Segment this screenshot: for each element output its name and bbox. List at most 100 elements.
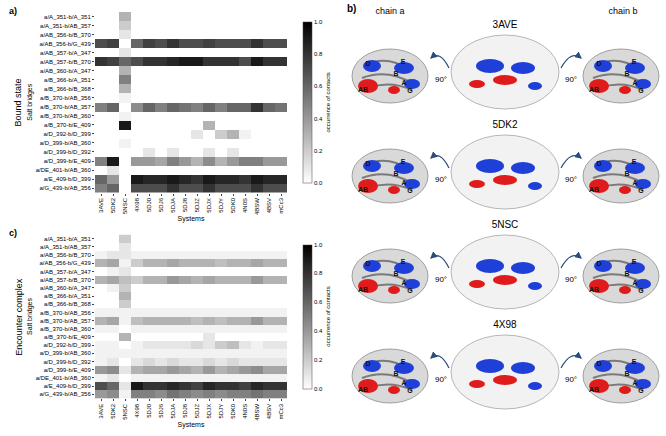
svg-text:0.2: 0.2 xyxy=(314,148,323,154)
svg-text:G: G xyxy=(407,387,413,394)
svg-text:5DJX: 5DJX xyxy=(206,404,212,419)
svg-text:E: E xyxy=(632,158,637,165)
svg-text:a/AB_357-b/A_347: a/AB_357-b/A_347 xyxy=(40,269,91,275)
svg-text:1.0: 1.0 xyxy=(314,242,323,248)
svg-text:0.4: 0.4 xyxy=(314,116,323,122)
svg-text:5DJ8: 5DJ8 xyxy=(182,197,188,212)
svg-text:B: B xyxy=(624,370,629,377)
svg-text:a/DE_401-b/AB_360: a/DE_401-b/AB_360 xyxy=(36,167,92,173)
svg-text:E: E xyxy=(632,358,637,365)
svg-text:5DJZ: 5DJZ xyxy=(194,403,200,418)
svg-text:A: A xyxy=(632,379,637,386)
svg-text:D: D xyxy=(365,260,370,267)
svg-text:5DJZ: 5DJZ xyxy=(194,198,200,213)
svg-text:0.0: 0.0 xyxy=(314,180,323,186)
svg-text:Salt bridges: Salt bridges xyxy=(26,298,34,335)
svg-text:5DJ6: 5DJ6 xyxy=(158,197,164,212)
svg-text:D: D xyxy=(365,160,370,167)
svg-text:a/AB_357-b/B_370: a/AB_357-b/B_370 xyxy=(40,277,91,283)
svg-text:a/B_370-b/AB_360: a/B_370-b/AB_360 xyxy=(40,113,91,119)
svg-text:AB: AB xyxy=(358,86,368,93)
svg-text:G: G xyxy=(407,187,413,194)
svg-text:a/E_409-b/D_399: a/E_409-b/D_399 xyxy=(44,383,92,389)
svg-text:5NSC: 5NSC xyxy=(122,403,128,420)
svg-text:mCc3: mCc3 xyxy=(278,197,284,213)
svg-text:A: A xyxy=(401,279,406,286)
svg-text:a/AB_357-b/A_347: a/AB_357-b/A_347 xyxy=(40,50,91,56)
svg-text:a/D_399-b/E_409: a/D_399-b/E_409 xyxy=(44,367,92,373)
svg-text:a/B_366-b/B_368: a/B_366-b/B_368 xyxy=(44,301,91,307)
svg-text:90°: 90° xyxy=(435,175,447,184)
svg-text:0.2: 0.2 xyxy=(314,357,323,363)
svg-text:5DJA: 5DJA xyxy=(170,404,176,419)
svg-text:5DJ0: 5DJ0 xyxy=(146,403,152,418)
svg-text:3AVE: 3AVE xyxy=(98,198,104,213)
svg-text:a/E_409-b/D_399: a/E_409-b/D_399 xyxy=(44,176,92,182)
svg-text:5DK0: 5DK0 xyxy=(230,403,236,419)
svg-text:A: A xyxy=(632,179,637,186)
svg-text:G: G xyxy=(638,387,644,394)
svg-text:E: E xyxy=(401,158,406,165)
svg-text:E: E xyxy=(401,58,406,65)
svg-text:D: D xyxy=(365,60,370,67)
svg-text:B: B xyxy=(393,370,398,377)
svg-text:chain a: chain a xyxy=(375,6,404,16)
svg-text:0.6: 0.6 xyxy=(314,83,323,89)
svg-text:4X98: 4X98 xyxy=(493,319,517,330)
svg-text:D: D xyxy=(596,260,601,267)
svg-text:5DJX: 5DJX xyxy=(206,198,212,213)
svg-text:90°: 90° xyxy=(435,375,447,384)
svg-text:chain b: chain b xyxy=(608,6,637,16)
svg-text:a/D_399-b/D_392: a/D_399-b/D_392 xyxy=(43,149,91,155)
svg-text:a/A_351-b/AB_357: a/A_351-b/AB_357 xyxy=(40,244,91,250)
svg-text:B: B xyxy=(393,270,398,277)
svg-text:a/A_351-b/A_351: a/A_351-b/A_351 xyxy=(44,236,91,242)
svg-text:a/A_351-b/AB_357: a/A_351-b/AB_357 xyxy=(40,23,91,29)
svg-text:a/D_399-b/E_409: a/D_399-b/E_409 xyxy=(44,158,92,164)
svg-text:B: B xyxy=(624,70,629,77)
svg-text:a/B_370-b/E_409: a/B_370-b/E_409 xyxy=(44,334,91,340)
svg-text:B: B xyxy=(393,170,398,177)
svg-text:5DJ8: 5DJ8 xyxy=(182,403,188,418)
svg-text:AB: AB xyxy=(358,186,368,193)
svg-text:a/G_439-b/AB_356: a/G_439-b/AB_356 xyxy=(39,185,91,191)
svg-text:A: A xyxy=(632,79,637,86)
svg-text:B: B xyxy=(393,70,398,77)
svg-text:a/B_366-b/B_368: a/B_366-b/B_368 xyxy=(44,86,91,92)
svg-text:a/D_399-b/AB_360: a/D_399-b/AB_360 xyxy=(40,140,92,146)
svg-text:a/AB_357-b/B_370: a/AB_357-b/B_370 xyxy=(40,59,91,65)
svg-text:G: G xyxy=(407,87,413,94)
svg-text:a/B_370-b/AB_360: a/B_370-b/AB_360 xyxy=(40,326,91,332)
svg-text:E: E xyxy=(632,258,637,265)
svg-text:AB: AB xyxy=(589,286,599,293)
svg-text:0.0: 0.0 xyxy=(314,386,323,392)
svg-text:4N0S: 4N0S xyxy=(242,198,248,213)
svg-text:mCc3: mCc3 xyxy=(278,403,284,419)
svg-text:a/B_366-b/A_351: a/B_366-b/A_351 xyxy=(44,293,91,299)
svg-text:5DK2: 5DK2 xyxy=(110,403,116,419)
svg-text:a/AB_356-b/B_370: a/AB_356-b/B_370 xyxy=(40,32,91,38)
svg-text:B: B xyxy=(624,270,629,277)
svg-text:1.0: 1.0 xyxy=(314,19,323,25)
svg-text:c): c) xyxy=(9,228,17,238)
svg-text:4X98: 4X98 xyxy=(134,403,140,418)
svg-text:5DK2: 5DK2 xyxy=(492,119,517,130)
svg-text:occurrence of contacts: occurrence of contacts xyxy=(325,72,331,132)
svg-text:AB: AB xyxy=(358,286,368,293)
svg-text:a/D_399-b/D_392: a/D_399-b/D_392 xyxy=(43,359,91,365)
svg-text:a/G_439-b/AB_356: a/G_439-b/AB_356 xyxy=(39,391,91,397)
svg-text:A: A xyxy=(401,179,406,186)
svg-text:b): b) xyxy=(347,3,356,14)
svg-text:5DJY: 5DJY xyxy=(218,404,224,419)
svg-text:a/B_370-b/AB_357: a/B_370-b/AB_357 xyxy=(40,104,91,110)
svg-text:Encounter complex: Encounter complex xyxy=(14,278,24,356)
svg-text:4BSV: 4BSV xyxy=(266,404,272,419)
svg-text:5DJ6: 5DJ6 xyxy=(158,403,164,418)
svg-text:AB: AB xyxy=(589,186,599,193)
svg-text:0.6: 0.6 xyxy=(314,299,323,305)
svg-text:a/AB_360-b/A_347: a/AB_360-b/A_347 xyxy=(40,285,91,291)
svg-text:4X98: 4X98 xyxy=(134,197,140,212)
svg-text:90°: 90° xyxy=(565,275,577,284)
svg-text:90°: 90° xyxy=(565,375,577,384)
svg-text:D: D xyxy=(596,60,601,67)
